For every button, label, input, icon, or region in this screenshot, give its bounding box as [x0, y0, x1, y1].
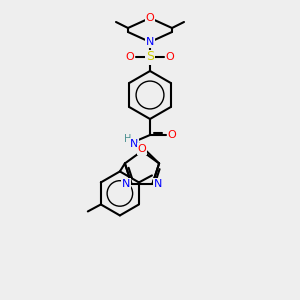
Text: N: N [122, 178, 130, 189]
Text: S: S [146, 50, 154, 64]
Text: O: O [168, 130, 176, 140]
Text: N: N [153, 178, 162, 189]
Text: N: N [146, 37, 154, 47]
Text: O: O [146, 13, 154, 23]
Text: N: N [130, 139, 138, 149]
Text: O: O [126, 52, 134, 62]
Text: H: H [124, 134, 132, 144]
Text: O: O [166, 52, 174, 62]
Text: O: O [138, 144, 146, 154]
